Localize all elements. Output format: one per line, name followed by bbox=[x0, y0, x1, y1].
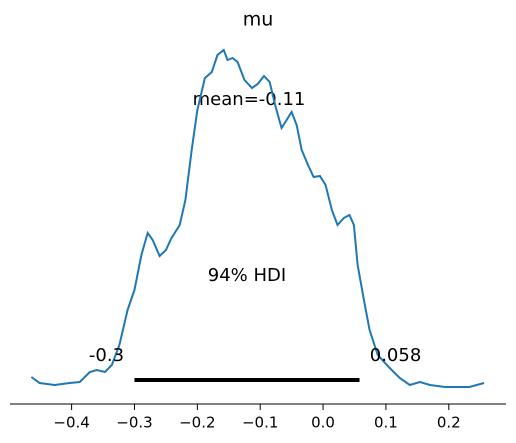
hdi-high-label: 0.058 bbox=[370, 345, 422, 366]
chart-title: mu bbox=[243, 9, 274, 31]
hdi-low-label: -0.3 bbox=[89, 345, 124, 366]
x-tick-label: 0.0 bbox=[311, 414, 335, 432]
x-tick-label: −0.3 bbox=[116, 414, 152, 432]
x-tick-label: −0.4 bbox=[53, 414, 89, 432]
density-line bbox=[30, 48, 485, 388]
hdi-label: 94% HDI bbox=[208, 265, 286, 286]
x-tick-label: 0.1 bbox=[374, 414, 398, 432]
mean-label: mean=-0.11 bbox=[193, 89, 306, 110]
x-tick-label: −0.1 bbox=[242, 414, 278, 432]
x-tick-label: 0.2 bbox=[437, 414, 461, 432]
x-tick-label: −0.2 bbox=[179, 414, 215, 432]
